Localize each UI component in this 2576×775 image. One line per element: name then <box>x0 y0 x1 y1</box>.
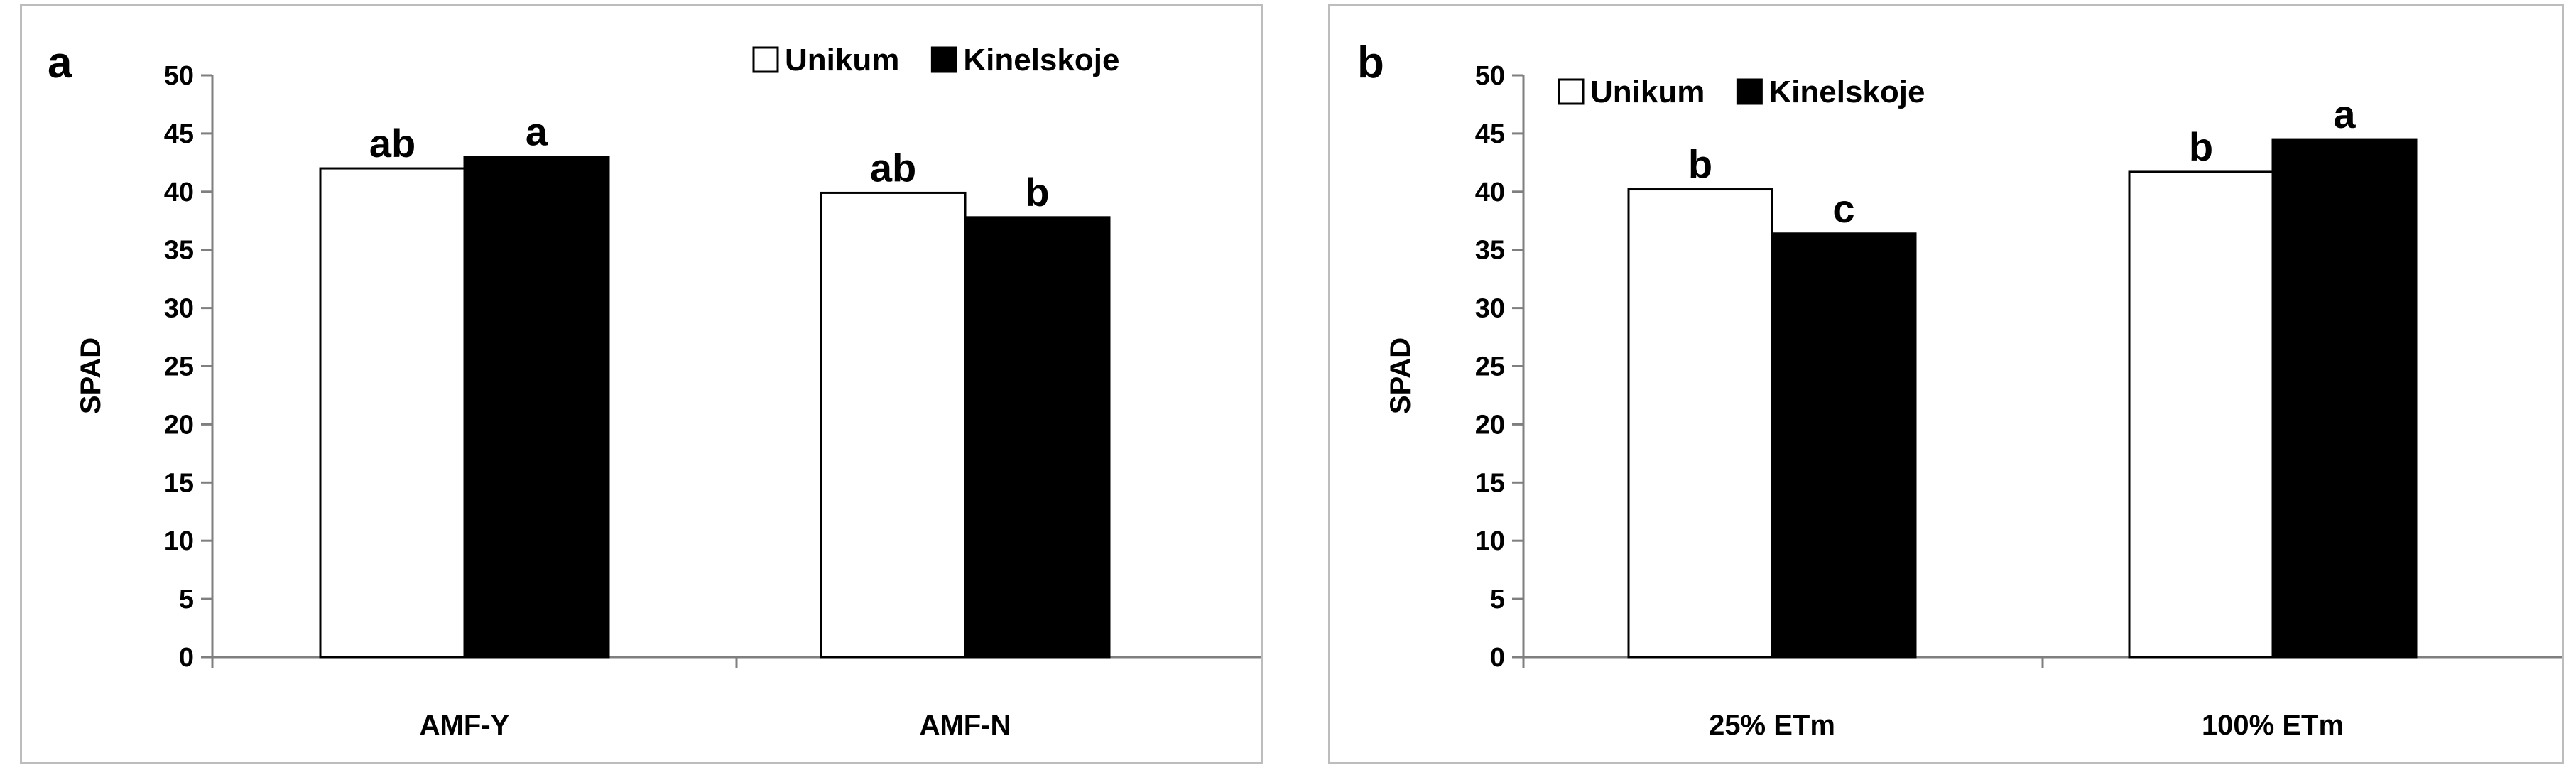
y-axis-label-a: SPAD <box>75 337 107 414</box>
y-tick-label: 15 <box>1475 468 1505 498</box>
y-tick-label: 15 <box>164 468 194 498</box>
bar-unikum <box>319 167 466 659</box>
y-tick-label: 0 <box>179 643 194 673</box>
bar-kinelskoje <box>1771 232 1917 659</box>
chart-panel-a: a SPAD 0 5 10 15 20 25 30 35 40 45 50 ab a AMF-Y ab b AM… <box>20 4 1263 764</box>
legend-label-kinelskoje: Kinelskoje <box>963 43 1119 77</box>
y-tick-label: 10 <box>1475 526 1505 556</box>
significance-letter: a <box>526 109 548 154</box>
y-axis-label-b: SPAD <box>1385 337 1416 414</box>
significance-letter: ab <box>369 121 415 166</box>
bar-unikum <box>820 191 967 659</box>
x-category-label: AMF-Y <box>420 710 510 741</box>
panel-label-a: a <box>48 38 72 87</box>
legend-swatch-kinelskoje <box>1736 78 1763 105</box>
legend-label-unikum: Unikum <box>1590 75 1705 109</box>
legend-label-unikum: Unikum <box>785 43 899 77</box>
y-tick-label: 45 <box>1475 119 1505 149</box>
significance-letter: b <box>1688 142 1712 187</box>
significance-letter: ab <box>870 145 916 190</box>
significance-letter: b <box>2189 124 2213 169</box>
y-tick-label: 20 <box>1475 410 1505 440</box>
bar-unikum <box>1627 188 1773 659</box>
x-category-label: AMF-N <box>920 710 1011 741</box>
legend-swatch-kinelskoje <box>930 46 957 73</box>
y-tick-label: 45 <box>164 119 194 149</box>
bar-kinelskoje <box>2271 138 2418 659</box>
y-tick-label: 10 <box>164 526 194 556</box>
x-category-label: 100% ETm <box>2202 710 2344 741</box>
chart-b-svg: b SPAD 0 5 10 15 20 25 30 35 40 45 50 b c 25% ETm b a 10… <box>1357 38 2562 741</box>
chart-panel-b: b SPAD 0 5 10 15 20 25 30 35 40 45 50 b c 25% ETm b a 10… <box>1328 4 2564 764</box>
significance-letter: a <box>2333 92 2356 136</box>
y-tick-label: 25 <box>1475 352 1505 382</box>
bar-kinelskoje <box>964 216 1111 659</box>
y-tick-label: 25 <box>164 352 194 382</box>
y-tick-label: 5 <box>179 585 194 614</box>
y-tick-label: 50 <box>1475 61 1505 91</box>
y-tick-label: 50 <box>164 61 194 91</box>
bar-kinelskoje <box>463 156 610 659</box>
y-tick-label: 40 <box>164 178 194 207</box>
x-category-label: 25% ETm <box>1709 710 1835 741</box>
y-tick-label: 40 <box>1475 178 1505 207</box>
y-tick-label: 0 <box>1490 643 1505 673</box>
y-tick-label: 30 <box>164 294 194 324</box>
y-tick-label: 35 <box>1475 236 1505 266</box>
bar-unikum <box>2128 170 2274 659</box>
panel-label-b: b <box>1357 38 1384 87</box>
legend-label-kinelskoje: Kinelskoje <box>1768 75 1925 109</box>
y-tick-label: 30 <box>1475 294 1505 324</box>
legend-swatch-unikum <box>752 46 779 73</box>
y-tick-label: 5 <box>1490 585 1505 614</box>
legend-swatch-unikum <box>1558 78 1585 105</box>
significance-letter: b <box>1025 170 1049 215</box>
significance-letter: c <box>1832 186 1854 231</box>
y-tick-label: 20 <box>164 410 194 440</box>
y-tick-label: 35 <box>164 236 194 266</box>
chart-a-svg: a SPAD 0 5 10 15 20 25 30 35 40 45 50 ab a AMF-Y ab b AM… <box>48 38 1261 741</box>
